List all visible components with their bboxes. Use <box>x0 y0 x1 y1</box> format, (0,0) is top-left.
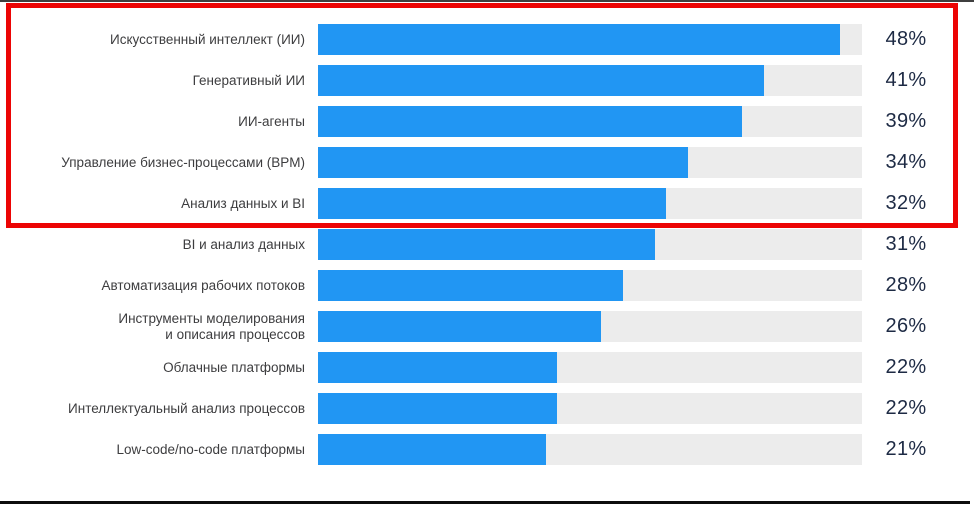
chart-row: Инструменты моделирования и описания про… <box>0 306 960 347</box>
bar-fill <box>318 311 601 342</box>
category-label: Интеллектуальный анализ процессов <box>68 400 305 416</box>
bar-fill <box>318 229 656 260</box>
bar-fill <box>318 24 841 55</box>
bar-track <box>318 270 862 301</box>
chart-row: Генеративный ИИ 41% <box>0 60 960 101</box>
chart-row: Искусственный интеллект (ИИ) 48% <box>0 19 960 60</box>
value-label: 22% <box>885 397 927 419</box>
bar-track <box>318 147 862 178</box>
value-label: 26% <box>885 315 927 337</box>
bar-fill <box>318 106 743 137</box>
category-label: Инструменты моделирования и описания про… <box>118 310 305 342</box>
chart-row: ИИ-агенты 39% <box>0 101 960 142</box>
value-label: 21% <box>885 438 927 460</box>
value-label: 41% <box>885 69 927 91</box>
bar-fill <box>318 270 623 301</box>
chart-row: Low-code/no-code платформы 21% <box>0 429 960 470</box>
bar-fill <box>318 65 765 96</box>
bar-track <box>318 393 862 424</box>
bar-track <box>318 352 862 383</box>
category-label: Анализ данных и BI <box>181 195 305 211</box>
category-label: Генеративный ИИ <box>192 72 305 88</box>
category-label: Управление бизнес-процессами (BPM) <box>61 154 305 170</box>
value-label: 32% <box>885 192 927 214</box>
bar-track <box>318 311 862 342</box>
bar-track <box>318 188 862 219</box>
bar-fill <box>318 434 547 465</box>
bar-fill <box>318 147 688 178</box>
chart-row: BI и анализ данных 31% <box>0 224 960 265</box>
value-label: 28% <box>885 274 927 296</box>
chart-row: Автоматизация рабочих потоков 28% <box>0 265 960 306</box>
value-label: 22% <box>885 356 927 378</box>
value-label: 34% <box>885 151 927 173</box>
bottom-border-line <box>0 501 970 504</box>
bar-track <box>318 229 862 260</box>
bar-fill <box>318 188 667 219</box>
top-border-line <box>0 0 974 2</box>
bar-track <box>318 434 862 465</box>
category-label: Искусственный интеллект (ИИ) <box>110 31 305 47</box>
value-label: 39% <box>885 110 927 132</box>
category-label: Автоматизация рабочих потоков <box>101 277 305 293</box>
bar-track <box>318 24 862 55</box>
chart-row: Управление бизнес-процессами (BPM) 34% <box>0 142 960 183</box>
bar-track <box>318 106 862 137</box>
bar-fill <box>318 393 558 424</box>
category-label: ИИ-агенты <box>238 113 305 129</box>
value-label: 48% <box>885 28 927 50</box>
bar-track <box>318 65 862 96</box>
horizontal-bar-chart: Искусственный интеллект (ИИ) 48% Генератив… <box>0 19 960 470</box>
category-label: BI и анализ данных <box>182 236 305 252</box>
chart-row: Анализ данных и BI 32% <box>0 183 960 224</box>
bar-fill <box>318 352 558 383</box>
chart-row: Облачные платформы 22% <box>0 347 960 388</box>
category-label: Облачные платформы <box>163 359 305 375</box>
category-label: Low-code/no-code платформы <box>116 441 305 457</box>
chart-row: Интеллектуальный анализ процессов 22% <box>0 388 960 429</box>
value-label: 31% <box>885 233 927 255</box>
